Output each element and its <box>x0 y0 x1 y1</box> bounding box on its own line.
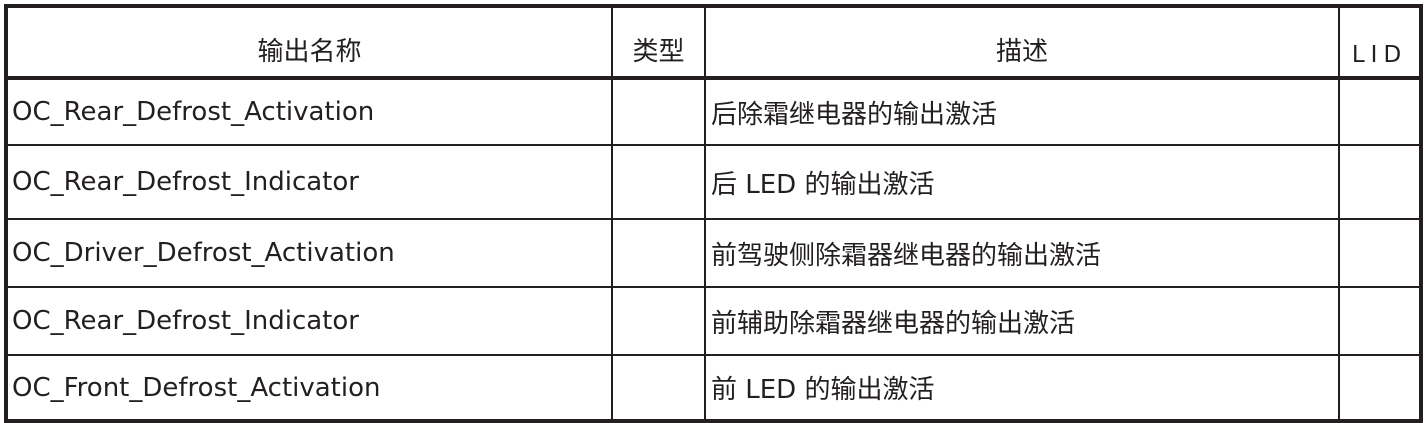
cell-lid <box>1338 77 1422 146</box>
cell-output-name: OC_Rear_Defrost_Indicator <box>5 144 613 220</box>
cell-type <box>611 286 706 356</box>
cell-lid <box>1338 218 1422 288</box>
cell-output-name: OC_Driver_Defrost_Activation <box>5 218 613 288</box>
output-table: 输出名称 类型 描述 LID OC_Rear_Defrost_Activatio… <box>4 4 1423 423</box>
header-type: 类型 <box>611 5 706 80</box>
cell-type <box>611 218 706 288</box>
cell-description: 后 LED 的输出激活 <box>704 144 1340 220</box>
cell-description: 前驾驶侧除霜器继电器的输出激活 <box>704 218 1340 288</box>
cell-output-name: OC_Front_Defrost_Activation <box>5 354 613 422</box>
table-row: OC_Rear_Defrost_Indicator 前辅助除霜器继电器的输出激活 <box>5 286 1422 356</box>
cell-description: 后除霜继电器的输出激活 <box>704 77 1340 146</box>
cell-output-name: OC_Rear_Defrost_Indicator <box>5 286 613 356</box>
cell-output-name: OC_Rear_Defrost_Activation <box>5 77 613 146</box>
table-row: OC_Rear_Defrost_Indicator 后 LED 的输出激活 <box>5 144 1422 220</box>
cell-lid <box>1338 286 1422 356</box>
cell-type <box>611 144 706 220</box>
table-row: OC_Driver_Defrost_Activation 前驾驶侧除霜器继电器的输… <box>5 218 1422 288</box>
table-row: OC_Front_Defrost_Activation 前 LED 的输出激活 <box>5 354 1422 422</box>
header-lid: LID <box>1338 5 1422 80</box>
cell-lid <box>1338 354 1422 422</box>
cell-type <box>611 354 706 422</box>
header-description: 描述 <box>704 5 1340 80</box>
table-row: OC_Rear_Defrost_Activation 后除霜继电器的输出激活 <box>5 77 1422 146</box>
header-row: 输出名称 类型 描述 LID <box>5 5 1422 80</box>
cell-description: 前 LED 的输出激活 <box>704 354 1340 422</box>
cell-description: 前辅助除霜器继电器的输出激活 <box>704 286 1340 356</box>
cell-type <box>611 77 706 146</box>
cell-lid <box>1338 144 1422 220</box>
header-output-name: 输出名称 <box>5 5 613 80</box>
